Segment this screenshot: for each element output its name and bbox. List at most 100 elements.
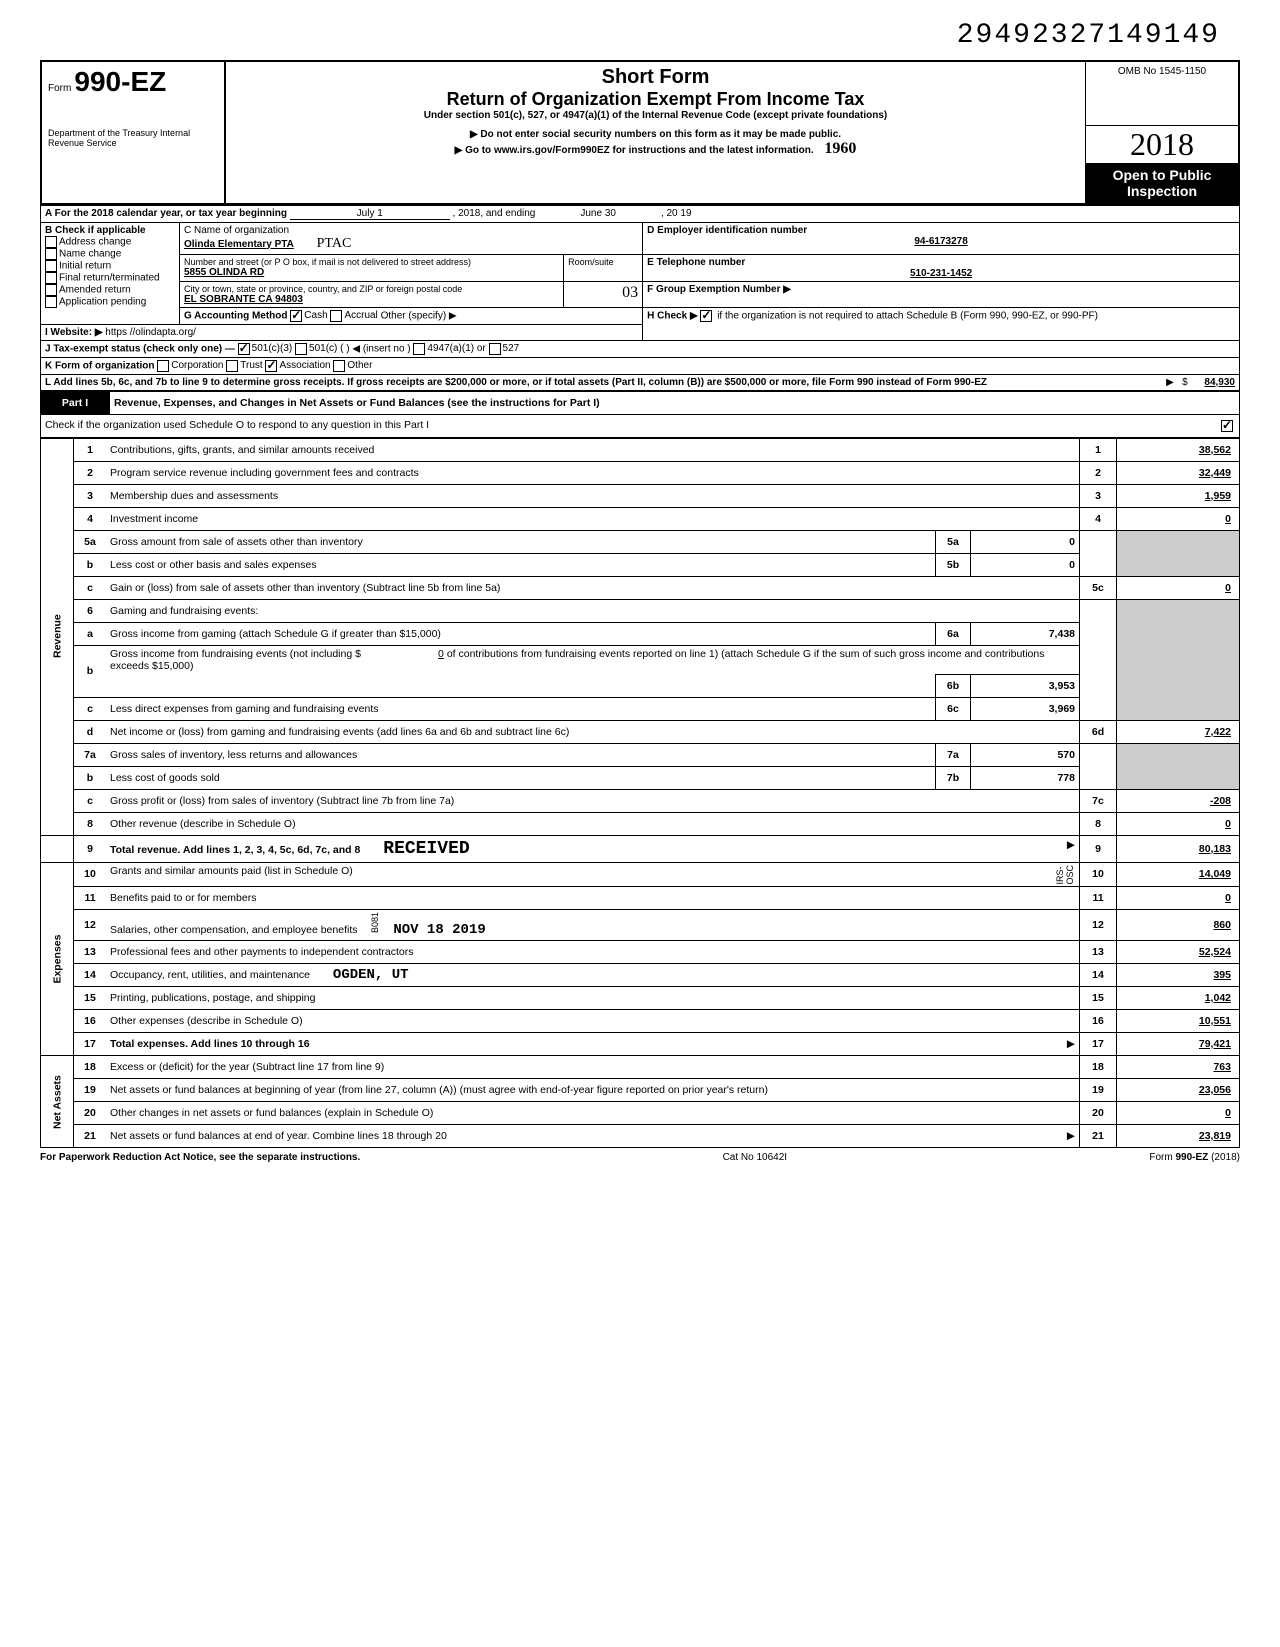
line-17-col: 17 bbox=[1080, 1033, 1117, 1056]
chk-4947[interactable]: 4947(a)(1) or bbox=[413, 343, 485, 354]
line-16-col: 16 bbox=[1080, 1010, 1117, 1033]
line-6b-subamt: 3,953 bbox=[971, 674, 1080, 697]
line-15-col: 15 bbox=[1080, 987, 1117, 1010]
line-9-no: 9 bbox=[74, 835, 107, 862]
b081-stamp: B081 bbox=[370, 912, 380, 933]
section-h-label: H Check ▶ bbox=[647, 310, 697, 321]
tax-year: 2018 bbox=[1086, 126, 1238, 163]
line-5a-desc: Gross amount from sale of assets other t… bbox=[110, 536, 363, 548]
dln-number: 29492327149149 bbox=[957, 20, 1220, 51]
line-21-col: 21 bbox=[1080, 1125, 1117, 1148]
line-6d-desc: Net income or (loss) from gaming and fun… bbox=[110, 726, 569, 738]
line-19-desc: Net assets or fund balances at beginning… bbox=[110, 1084, 768, 1096]
line-6c-desc: Less direct expenses from gaming and fun… bbox=[110, 703, 378, 715]
line-2-col: 2 bbox=[1080, 461, 1117, 484]
line-6d-no: d bbox=[74, 720, 107, 743]
line-13-amt: 52,524 bbox=[1117, 941, 1240, 964]
line-18-no: 18 bbox=[74, 1056, 107, 1079]
line-7c-col: 7c bbox=[1080, 789, 1117, 812]
handwritten-1960: 1960 bbox=[824, 140, 856, 157]
chk-application-pending[interactable]: Application pending bbox=[45, 296, 175, 308]
line-9-desc: Total revenue. Add lines 1, 2, 3, 4, 5c,… bbox=[110, 844, 360, 856]
chk-association[interactable]: Association bbox=[265, 360, 330, 371]
line-12-desc: Salaries, other compensation, and employ… bbox=[110, 924, 357, 936]
chk-amended-return[interactable]: Amended return bbox=[45, 284, 175, 296]
chk-initial-return[interactable]: Initial return bbox=[45, 260, 175, 272]
goto-link: ▶ Go to www.irs.gov/Form990EZ for instru… bbox=[232, 140, 1079, 158]
chk-501c[interactable]: 501(c) ( bbox=[295, 343, 343, 354]
line-14-no: 14 bbox=[74, 964, 107, 987]
chk-final-return[interactable]: Final return/terminated bbox=[45, 272, 175, 284]
irs-osc-stamp: IRS-OSC bbox=[1055, 865, 1075, 885]
room-label: Room/suite bbox=[568, 257, 638, 267]
chk-address-change[interactable]: Address change bbox=[45, 236, 175, 248]
ty-mid: , 2018, and ending bbox=[453, 208, 536, 219]
chk-accrual[interactable]: Accrual bbox=[330, 310, 377, 321]
line-6d-col: 6d bbox=[1080, 720, 1117, 743]
line-7c-no: c bbox=[74, 789, 107, 812]
line-5a-sub: 5a bbox=[936, 530, 971, 553]
chk-other-org[interactable]: Other bbox=[333, 360, 372, 371]
line-6b-sub: 6b bbox=[936, 674, 971, 697]
section-i-label: I Website: ▶ bbox=[45, 327, 103, 338]
org-info-block: A For the 2018 calendar year, or tax yea… bbox=[40, 205, 1240, 391]
line-18-desc: Excess or (deficit) for the year (Subtra… bbox=[110, 1061, 384, 1073]
line-1-col: 1 bbox=[1080, 438, 1117, 461]
line-4-col: 4 bbox=[1080, 507, 1117, 530]
line-7a-sub: 7a bbox=[936, 743, 971, 766]
under-section: Under section 501(c), 527, or 4947(a)(1)… bbox=[232, 110, 1079, 121]
line-6a-no: a bbox=[74, 622, 107, 645]
line-1-desc: Contributions, gifts, grants, and simila… bbox=[110, 444, 374, 456]
line-1-amt: 38,562 bbox=[1117, 438, 1240, 461]
line-2-no: 2 bbox=[74, 461, 107, 484]
line-19-amt: 23,056 bbox=[1117, 1079, 1240, 1102]
chk-527[interactable]: 527 bbox=[489, 343, 520, 354]
chk-cash[interactable]: Cash bbox=[290, 310, 327, 321]
line-12-amt: 860 bbox=[1117, 910, 1240, 941]
room-value: 03 bbox=[564, 281, 643, 307]
street-label: Number and street (or P O box, if mail i… bbox=[184, 257, 559, 267]
page-footer: For Paperwork Reduction Act Notice, see … bbox=[40, 1152, 1240, 1163]
chk-schedule-o[interactable] bbox=[1221, 419, 1235, 431]
line-13-no: 13 bbox=[74, 941, 107, 964]
line-5b-subamt: 0 bbox=[971, 553, 1080, 576]
line-13-col: 13 bbox=[1080, 941, 1117, 964]
chk-corporation[interactable]: Corporation bbox=[157, 360, 223, 371]
chk-501c3[interactable]: 501(c)(3) bbox=[238, 343, 293, 354]
line-6-no: 6 bbox=[74, 599, 107, 622]
line-6a-sub: 6a bbox=[936, 622, 971, 645]
chk-trust[interactable]: Trust bbox=[226, 360, 262, 371]
line-8-amt: 0 bbox=[1117, 812, 1240, 835]
line-17-amt: 79,421 bbox=[1117, 1033, 1240, 1056]
section-k-label: K Form of organization bbox=[45, 360, 154, 371]
line-7b-no: b bbox=[74, 766, 107, 789]
line-6c-sub: 6c bbox=[936, 697, 971, 720]
line-14-amt: 395 bbox=[1117, 964, 1240, 987]
line-14-col: 14 bbox=[1080, 964, 1117, 987]
omb-number: OMB No 1545-1150 bbox=[1086, 61, 1240, 125]
part1-header-row: Part I Revenue, Expenses, and Changes in… bbox=[40, 391, 1240, 438]
h-text: if the organization is not required to a… bbox=[717, 310, 1098, 321]
line-18-col: 18 bbox=[1080, 1056, 1117, 1079]
line-8-col: 8 bbox=[1080, 812, 1117, 835]
line-2-desc: Program service revenue including govern… bbox=[110, 467, 419, 479]
ty-end: June 30 bbox=[538, 208, 658, 219]
line-17-no: 17 bbox=[74, 1033, 107, 1056]
line-20-desc: Other changes in net assets or fund bala… bbox=[110, 1107, 433, 1119]
section-c-label: C Name of organization bbox=[184, 225, 638, 236]
line-14-desc: Occupancy, rent, utilities, and maintena… bbox=[110, 969, 310, 981]
chk-name-change[interactable]: Name change bbox=[45, 248, 175, 260]
chk-schedule-b[interactable] bbox=[700, 310, 714, 321]
return-title: Return of Organization Exempt From Incom… bbox=[232, 89, 1079, 110]
section-f-label: F Group Exemption Number ▶ bbox=[647, 284, 791, 295]
form-header: Form 990-EZ Department of the Treasury I… bbox=[40, 60, 1240, 205]
line-5c-desc: Gain or (loss) from sale of assets other… bbox=[110, 582, 500, 594]
netassets-side-label: Net Assets bbox=[41, 1056, 74, 1148]
footer-left: For Paperwork Reduction Act Notice, see … bbox=[40, 1152, 360, 1163]
line-9-amt: 80,183 bbox=[1117, 835, 1240, 862]
line-13-desc: Professional fees and other payments to … bbox=[110, 946, 414, 958]
ty-begin: July 1 bbox=[290, 208, 450, 220]
open-to-public: Open to Public Inspection bbox=[1086, 163, 1238, 203]
section-b-label: B Check if applicable bbox=[45, 225, 175, 236]
line-6a-desc: Gross income from gaming (attach Schedul… bbox=[110, 628, 441, 640]
